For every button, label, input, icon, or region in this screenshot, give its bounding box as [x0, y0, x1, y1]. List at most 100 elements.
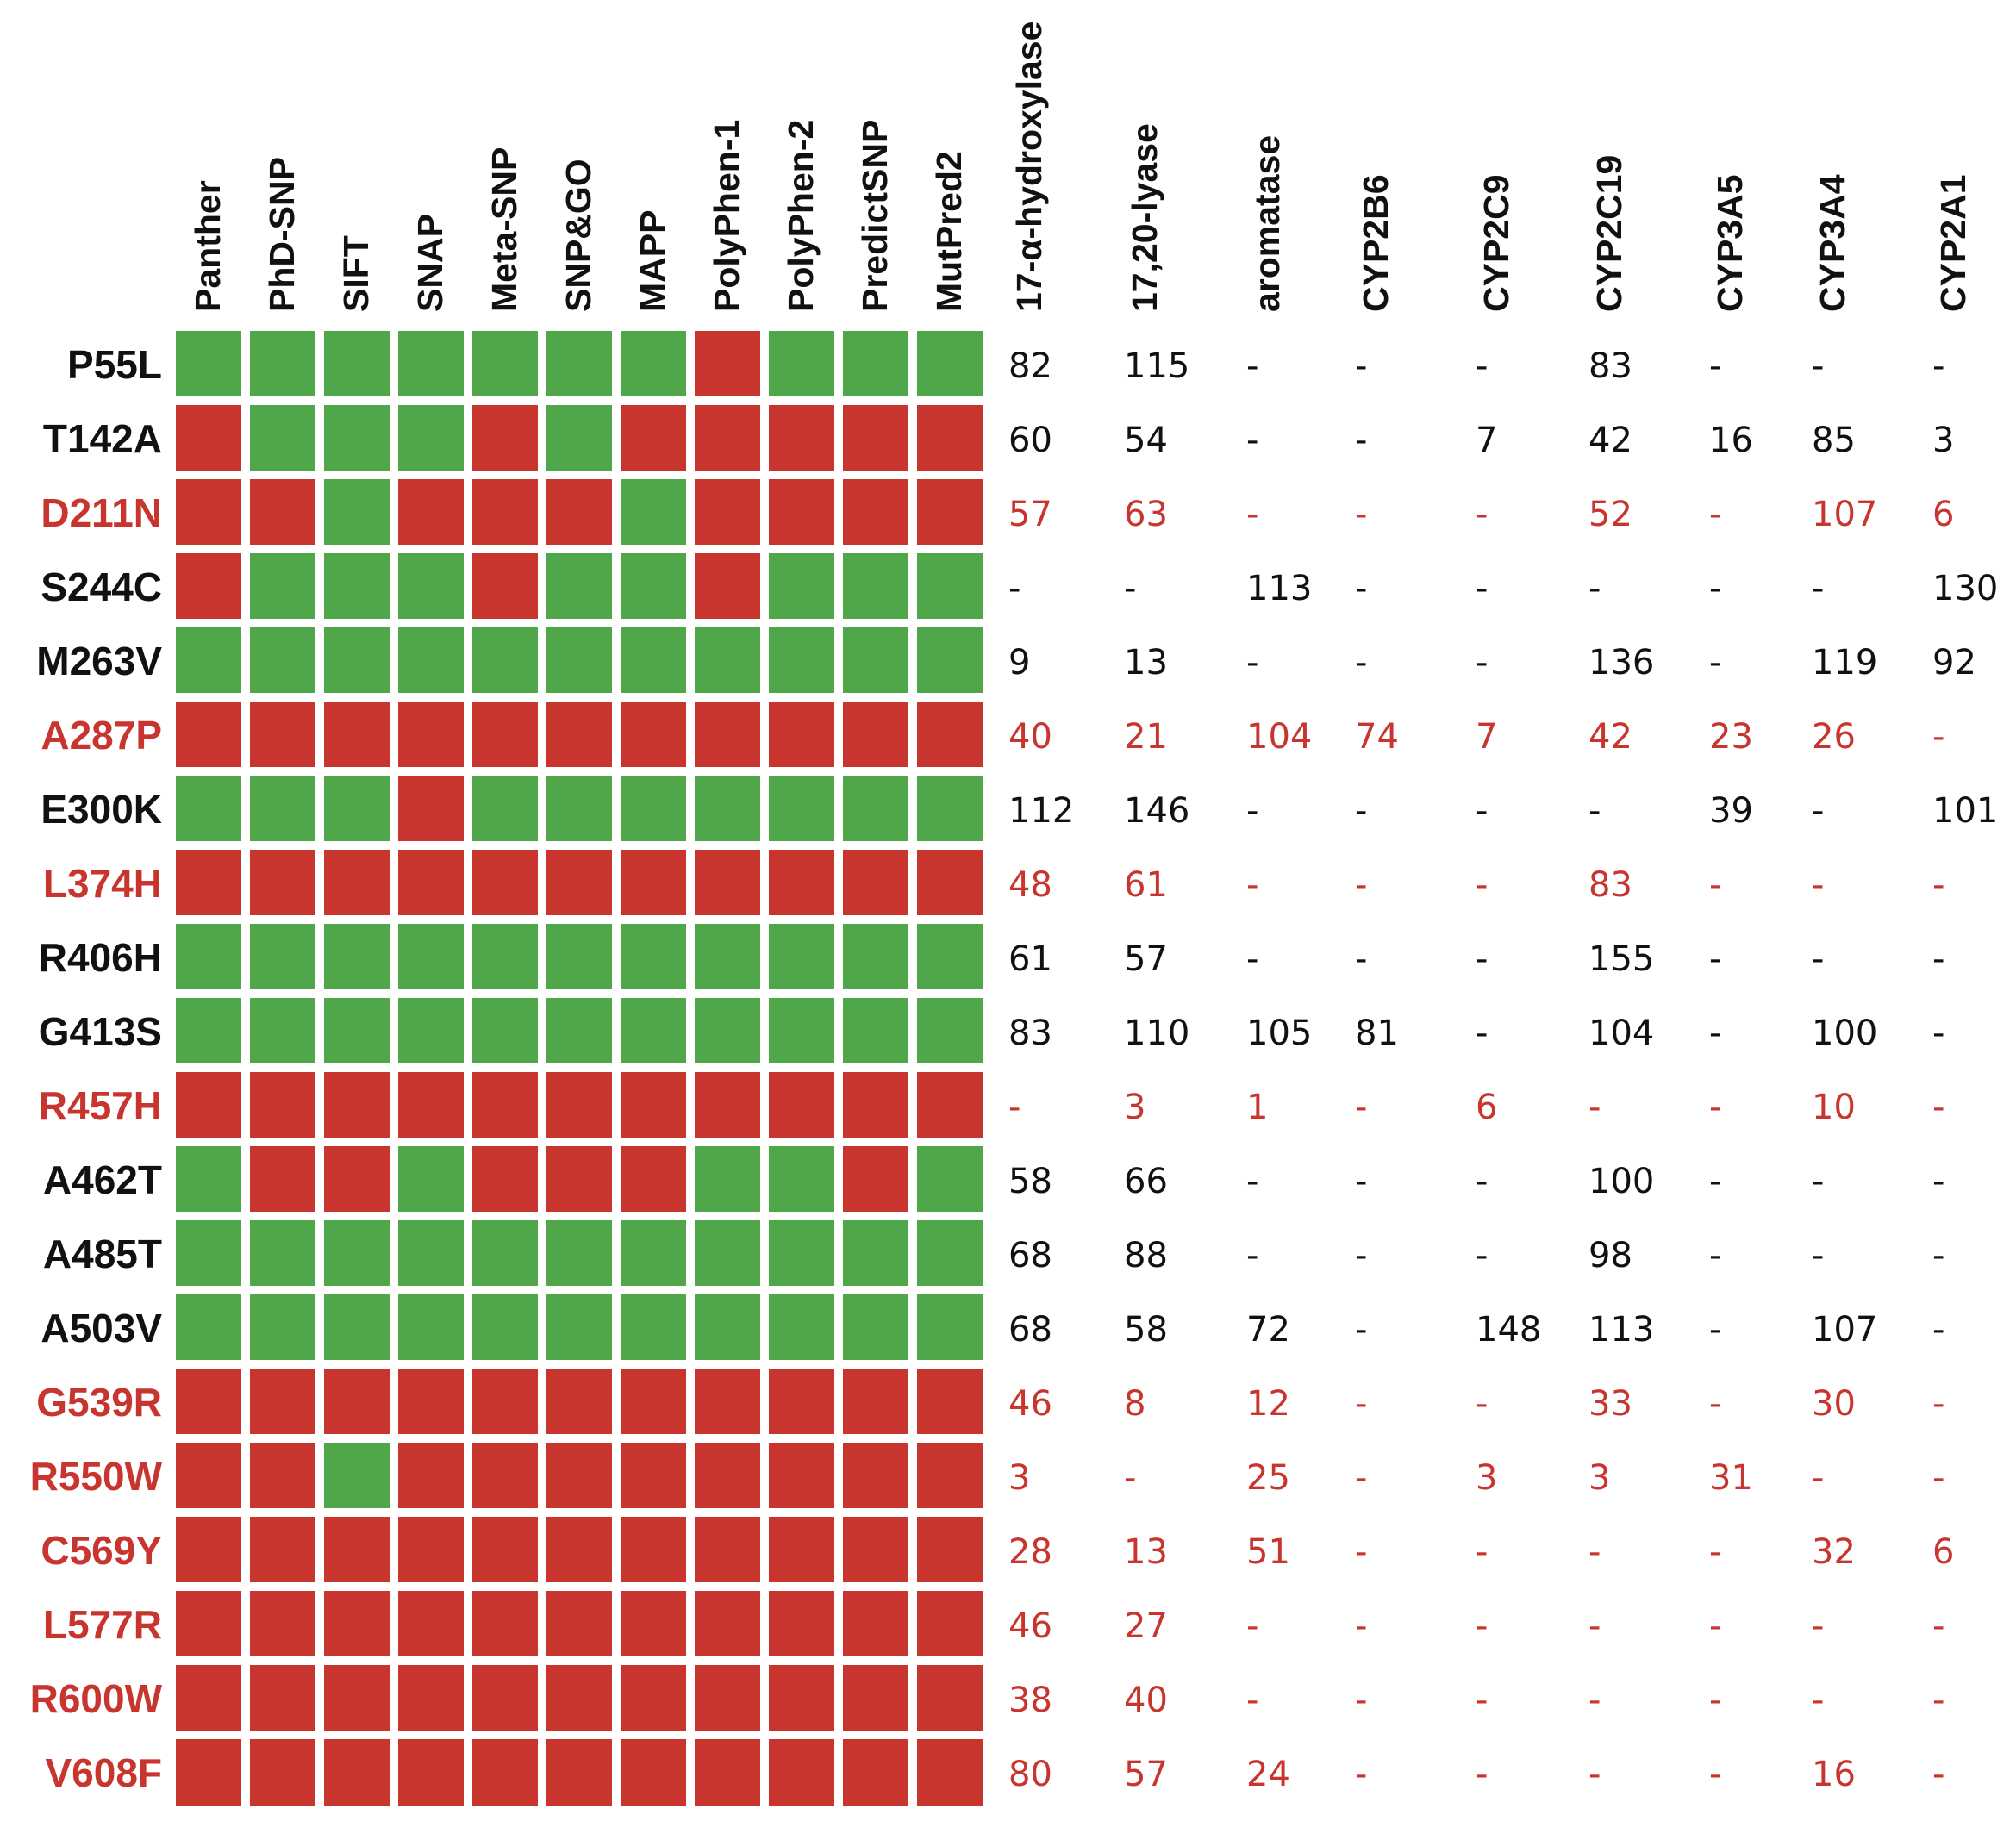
neutral-cell — [695, 924, 760, 989]
predictor-header: PredictSNP — [855, 119, 895, 312]
deleterious-cell — [917, 479, 983, 545]
deleterious-cell — [176, 479, 241, 545]
activity-value: 16 — [1812, 1755, 1856, 1794]
activity-value: 33 — [1588, 1384, 1632, 1424]
activity-value: 3 — [1008, 1458, 1031, 1498]
activity-value: 88 — [1124, 1236, 1168, 1275]
neutral-cell — [176, 1220, 241, 1286]
activity-header: 17-α-hydroxylase — [1009, 21, 1049, 312]
deleterious-cell — [621, 1591, 686, 1656]
activity-value: - — [1709, 1384, 1722, 1424]
activity-value: - — [1008, 1088, 1021, 1127]
deleterious-cell — [546, 702, 612, 767]
activity-value: 1 — [1246, 1088, 1269, 1127]
neutral-cell — [250, 1294, 315, 1360]
activity-value: 46 — [1008, 1384, 1052, 1424]
activity-value: - — [1932, 1681, 1945, 1720]
deleterious-cell — [250, 702, 315, 767]
activity-value: - — [1355, 939, 1368, 979]
activity-value: - — [1709, 1088, 1722, 1127]
activity-value: - — [1476, 346, 1489, 386]
activity-value: 110 — [1124, 1013, 1190, 1053]
neutral-cell — [472, 627, 538, 693]
deleterious-cell — [324, 1665, 390, 1731]
neutral-cell — [398, 1146, 464, 1212]
activity-value: - — [1355, 421, 1368, 460]
neutral-cell — [621, 924, 686, 989]
neutral-cell — [324, 924, 390, 989]
variant-label: G539R — [36, 1380, 162, 1425]
deleterious-cell — [176, 553, 241, 619]
activity-value: - — [1588, 569, 1601, 608]
neutral-cell — [472, 1294, 538, 1360]
activity-value: - — [1588, 791, 1601, 831]
activity-value: 136 — [1588, 643, 1655, 683]
neutral-cell — [546, 331, 612, 396]
activity-value: 83 — [1588, 346, 1632, 386]
activity-value: - — [1476, 1606, 1489, 1646]
activity-value: - — [1355, 1458, 1368, 1498]
deleterious-cell — [546, 1665, 612, 1731]
neutral-cell — [472, 998, 538, 1063]
deleterious-cell — [324, 1072, 390, 1138]
deleterious-cell — [472, 850, 538, 915]
neutral-cell — [621, 1220, 686, 1286]
deleterious-cell — [843, 479, 908, 545]
activity-value: - — [1355, 791, 1368, 831]
activity-value: - — [1355, 1088, 1368, 1127]
activity-value: - — [1588, 1606, 1601, 1646]
activity-value: 38 — [1008, 1681, 1052, 1720]
activity-value: - — [1355, 1310, 1368, 1350]
neutral-cell — [398, 331, 464, 396]
neutral-cell — [917, 776, 983, 841]
deleterious-cell — [250, 1072, 315, 1138]
activity-value: 52 — [1588, 495, 1632, 534]
activity-value: 82 — [1008, 346, 1052, 386]
activity-value: - — [1709, 939, 1722, 979]
deleterious-cell — [546, 1517, 612, 1582]
activity-value: 6 — [1932, 495, 1955, 534]
activity-value: 100 — [1812, 1013, 1878, 1053]
activity-value: - — [1812, 1162, 1825, 1201]
deleterious-cell — [472, 479, 538, 545]
deleterious-cell — [621, 850, 686, 915]
activity-value: 7 — [1476, 717, 1498, 757]
neutral-cell — [250, 627, 315, 693]
variant-label: R550W — [29, 1454, 162, 1499]
activity-value: 74 — [1355, 717, 1399, 757]
activity-value: - — [1932, 346, 1945, 386]
activity-value: - — [1246, 421, 1259, 460]
neutral-cell — [398, 1294, 464, 1360]
neutral-cell — [250, 924, 315, 989]
neutral-cell — [769, 998, 834, 1063]
neutral-cell — [769, 553, 834, 619]
activity-value: - — [1355, 1681, 1368, 1720]
predictor-header: MutPred2 — [929, 151, 969, 312]
neutral-cell — [843, 1220, 908, 1286]
activity-value: - — [1246, 1606, 1259, 1646]
neutral-cell — [324, 405, 390, 471]
activity-value: - — [1476, 569, 1489, 608]
activity-value: 112 — [1008, 791, 1075, 831]
deleterious-cell — [843, 1665, 908, 1731]
neutral-cell — [176, 776, 241, 841]
deleterious-cell — [472, 702, 538, 767]
activity-value: 40 — [1008, 717, 1052, 757]
neutral-cell — [621, 1294, 686, 1360]
neutral-cell — [176, 331, 241, 396]
activity-value: 63 — [1124, 495, 1168, 534]
deleterious-cell — [398, 850, 464, 915]
deleterious-cell — [769, 1369, 834, 1434]
activity-value: 30 — [1812, 1384, 1856, 1424]
neutral-cell — [472, 924, 538, 989]
deleterious-cell — [917, 1665, 983, 1731]
neutral-cell — [769, 1220, 834, 1286]
activity-value: - — [1932, 1458, 1945, 1498]
deleterious-cell — [769, 405, 834, 471]
activity-value: - — [1008, 569, 1021, 608]
activity-value: - — [1246, 643, 1259, 683]
activity-value: 6 — [1932, 1532, 1955, 1572]
activity-value: 107 — [1812, 1310, 1878, 1350]
deleterious-cell — [621, 1072, 686, 1138]
